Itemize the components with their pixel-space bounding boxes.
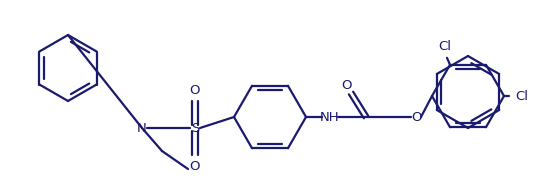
Text: S: S — [191, 122, 199, 134]
Text: NH: NH — [320, 111, 340, 123]
Text: O: O — [190, 83, 200, 96]
Text: Cl: Cl — [516, 90, 529, 103]
Text: O: O — [341, 79, 351, 92]
Text: N: N — [137, 122, 147, 134]
Text: Cl: Cl — [439, 40, 452, 53]
Text: O: O — [411, 111, 421, 123]
Text: O: O — [190, 160, 200, 172]
